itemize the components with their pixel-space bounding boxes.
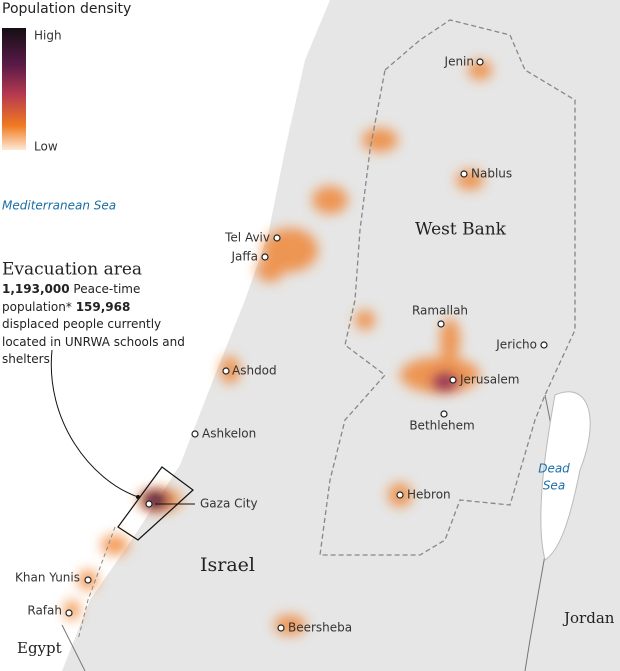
legend-low: Low [34, 140, 58, 154]
dead-sea [540, 391, 591, 561]
displaced: 159,968 [75, 299, 131, 314]
city-dot [84, 576, 92, 584]
city-dot [540, 341, 548, 349]
city-label: Ramallah [412, 304, 468, 318]
callout-title: Evacuation area [2, 260, 142, 280]
city-label: Gaza City [200, 497, 258, 511]
region-label: Jordan [562, 609, 615, 627]
dead-sea-label: Sea [543, 479, 565, 493]
city-label: Ashkelon [202, 427, 256, 441]
region-label: Egypt [17, 639, 62, 657]
city-label: Nablus [471, 167, 512, 181]
city-label: Beersheba [288, 621, 352, 635]
city-dot [460, 170, 468, 178]
cities: Jenin Nablus Tel Aviv Jaffa Ramallah Jericho J… [15, 55, 548, 635]
city-label: Ashdod [232, 364, 277, 378]
city-dot [222, 367, 230, 375]
legend-gradient [2, 28, 26, 150]
city-label: Jericho [495, 338, 537, 352]
city-dot [191, 430, 199, 438]
legend-title: Population density [2, 1, 131, 17]
population: 1,193,000 [2, 282, 70, 296]
dead-sea-label: Dead [538, 462, 570, 476]
city-dot [449, 376, 457, 384]
gaza-strip [117, 466, 194, 541]
displaced-label: displaced people currently located in UN… [2, 317, 185, 366]
sea-label: Mediterranean Sea [2, 199, 116, 213]
legend-high: High [34, 29, 62, 43]
city-label: Bethlehem [409, 419, 474, 433]
region-label: Israel [200, 554, 255, 576]
city-dot [145, 500, 153, 508]
gaza-border [77, 526, 116, 641]
callout-line [50, 349, 139, 498]
city-dot [277, 624, 285, 632]
city-dot [476, 58, 484, 66]
sea [0, 0, 330, 671]
city-dot [273, 234, 281, 242]
west-bank-border [319, 19, 576, 556]
city-dot [437, 320, 445, 328]
city-label: Khan Yunis [15, 571, 80, 585]
city-label: Rafah [27, 604, 62, 618]
city-dot [396, 491, 404, 499]
population-label: Peace-time population* [2, 282, 141, 314]
egypt-border [61, 624, 86, 671]
density [64, 60, 492, 635]
city-label: Tel Aviv [224, 231, 270, 245]
city-label: Hebron [407, 488, 451, 502]
callout-text: 1,193,000 Peace-time population* 159,968… [2, 281, 187, 369]
city-label: Jaffa [230, 250, 258, 264]
region-label: West Bank [415, 220, 507, 240]
city-dot [65, 609, 73, 617]
city-dot [261, 253, 269, 261]
city-label: Jenin [444, 55, 474, 69]
city-dot [440, 410, 448, 418]
city-label: Jerusalem [459, 373, 519, 387]
callout-dot [136, 495, 140, 499]
